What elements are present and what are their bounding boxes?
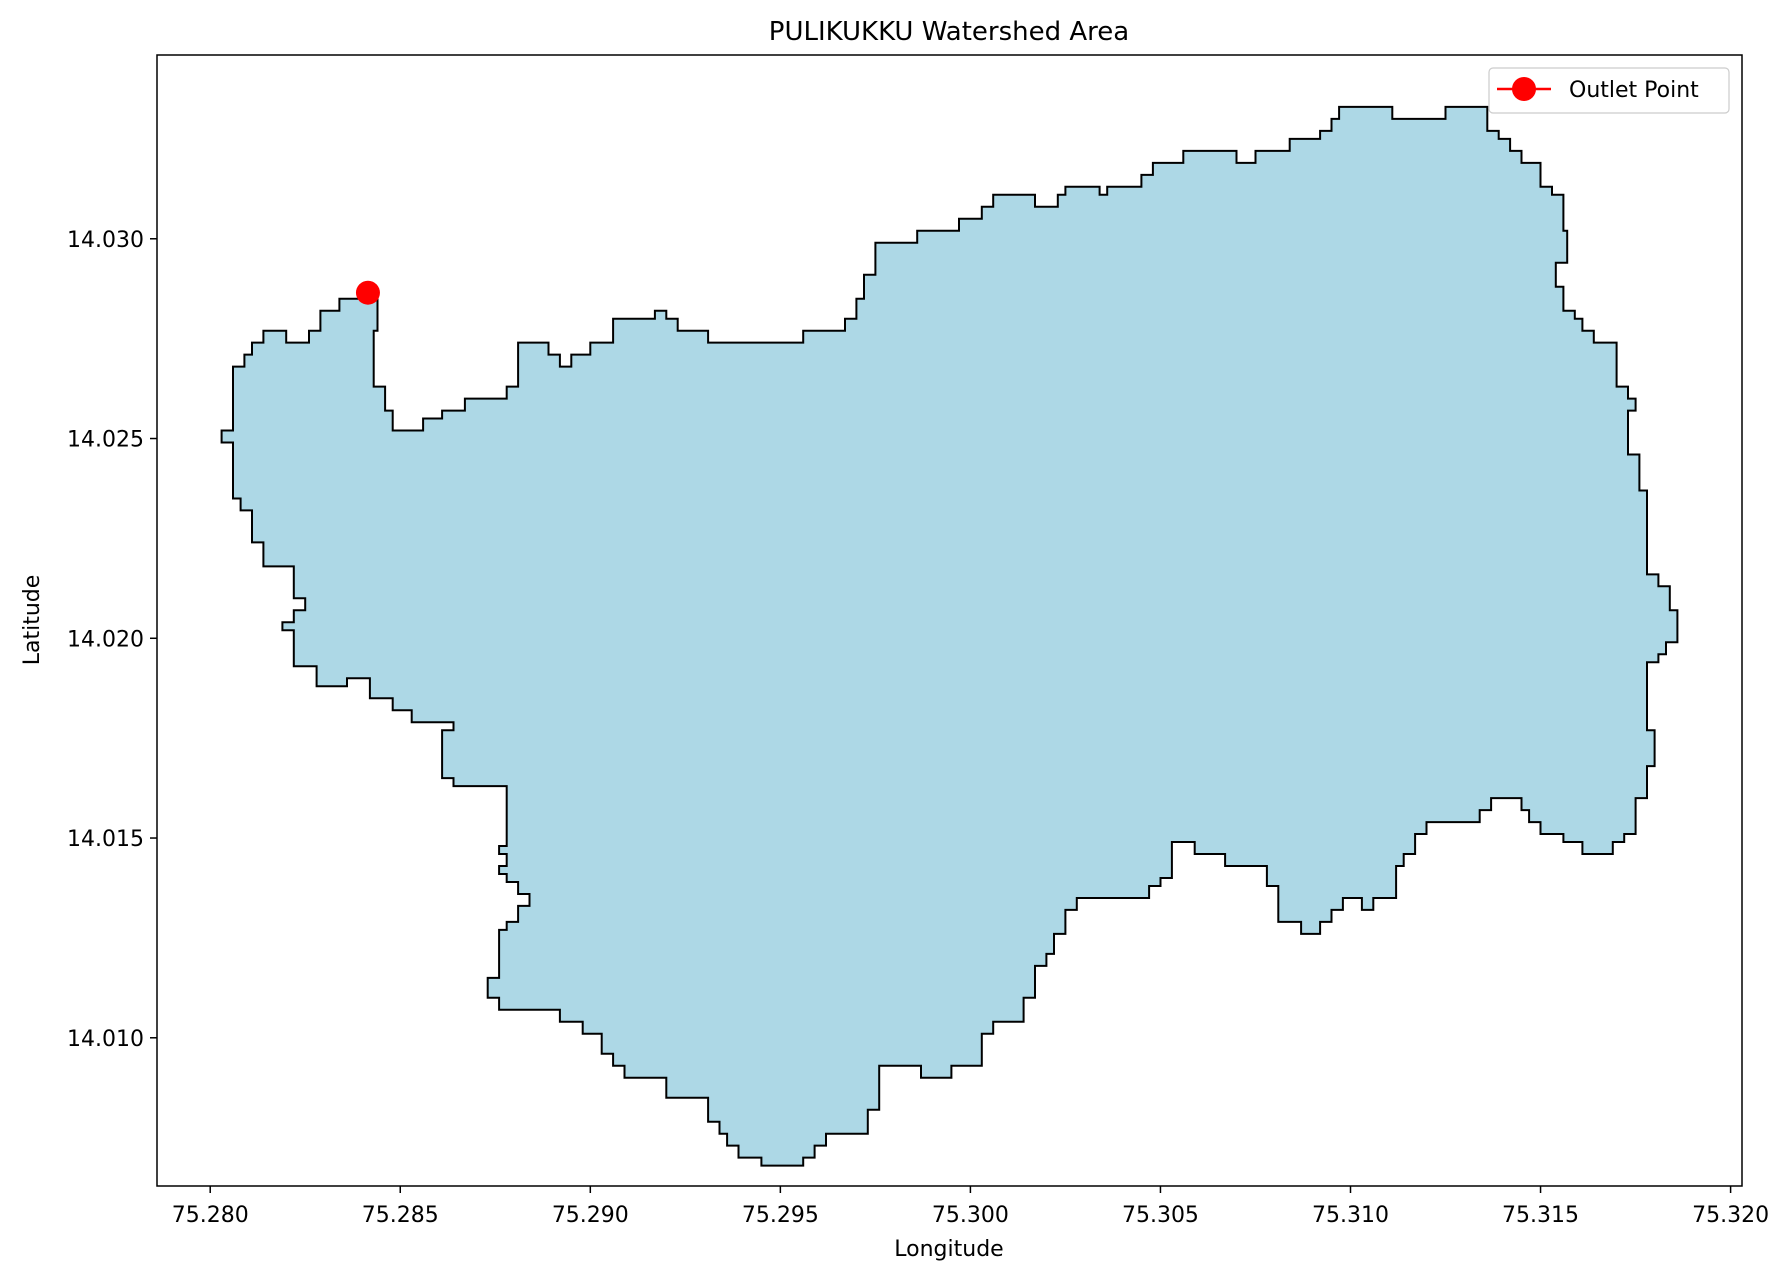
x-tick-label: 75.315 — [1502, 1203, 1579, 1228]
y-tick-label: 14.010 — [67, 1027, 144, 1052]
y-axis-ticks: 14.010 14.015 14.020 14.025 14.030 — [67, 228, 157, 1052]
y-tick-label: 14.020 — [67, 627, 144, 652]
x-tick-label: 75.320 — [1692, 1203, 1769, 1228]
legend-frame — [1488, 67, 1730, 114]
y-tick-label: 14.015 — [67, 827, 144, 852]
x-tick-label: 75.310 — [1312, 1203, 1389, 1228]
x-tick-label: 75.295 — [742, 1203, 819, 1228]
x-axis-ticks: 75.280 75.285 75.290 75.295 75.300 75.305 75.3… — [172, 1186, 1769, 1228]
x-tick-label: 75.305 — [1122, 1203, 1199, 1228]
watershed-boundary-polygon — [220, 105, 1679, 1167]
y-tick-label: 14.025 — [67, 428, 144, 453]
x-tick-label: 75.285 — [362, 1203, 439, 1228]
y-axis-label: Latitude — [20, 575, 45, 666]
x-tick-label: 75.280 — [172, 1203, 249, 1228]
x-axis-label: Longitude — [894, 1237, 1003, 1262]
x-tick-label: 75.300 — [932, 1203, 1009, 1228]
x-tick-label: 75.290 — [552, 1203, 629, 1228]
y-tick-label: 14.030 — [67, 228, 144, 253]
legend-outlet-marker — [1512, 77, 1536, 101]
plot-area — [220, 105, 1679, 1167]
outlet-point-marker — [355, 280, 380, 305]
outlet-layer — [355, 280, 380, 305]
legend-label-outlet-point: Outlet Point — [1569, 78, 1699, 103]
chart-title: PULIKUKKU Watershed Area — [769, 17, 1129, 47]
plot-frame — [156, 54, 1743, 1187]
legend: Outlet Point — [1488, 67, 1730, 114]
